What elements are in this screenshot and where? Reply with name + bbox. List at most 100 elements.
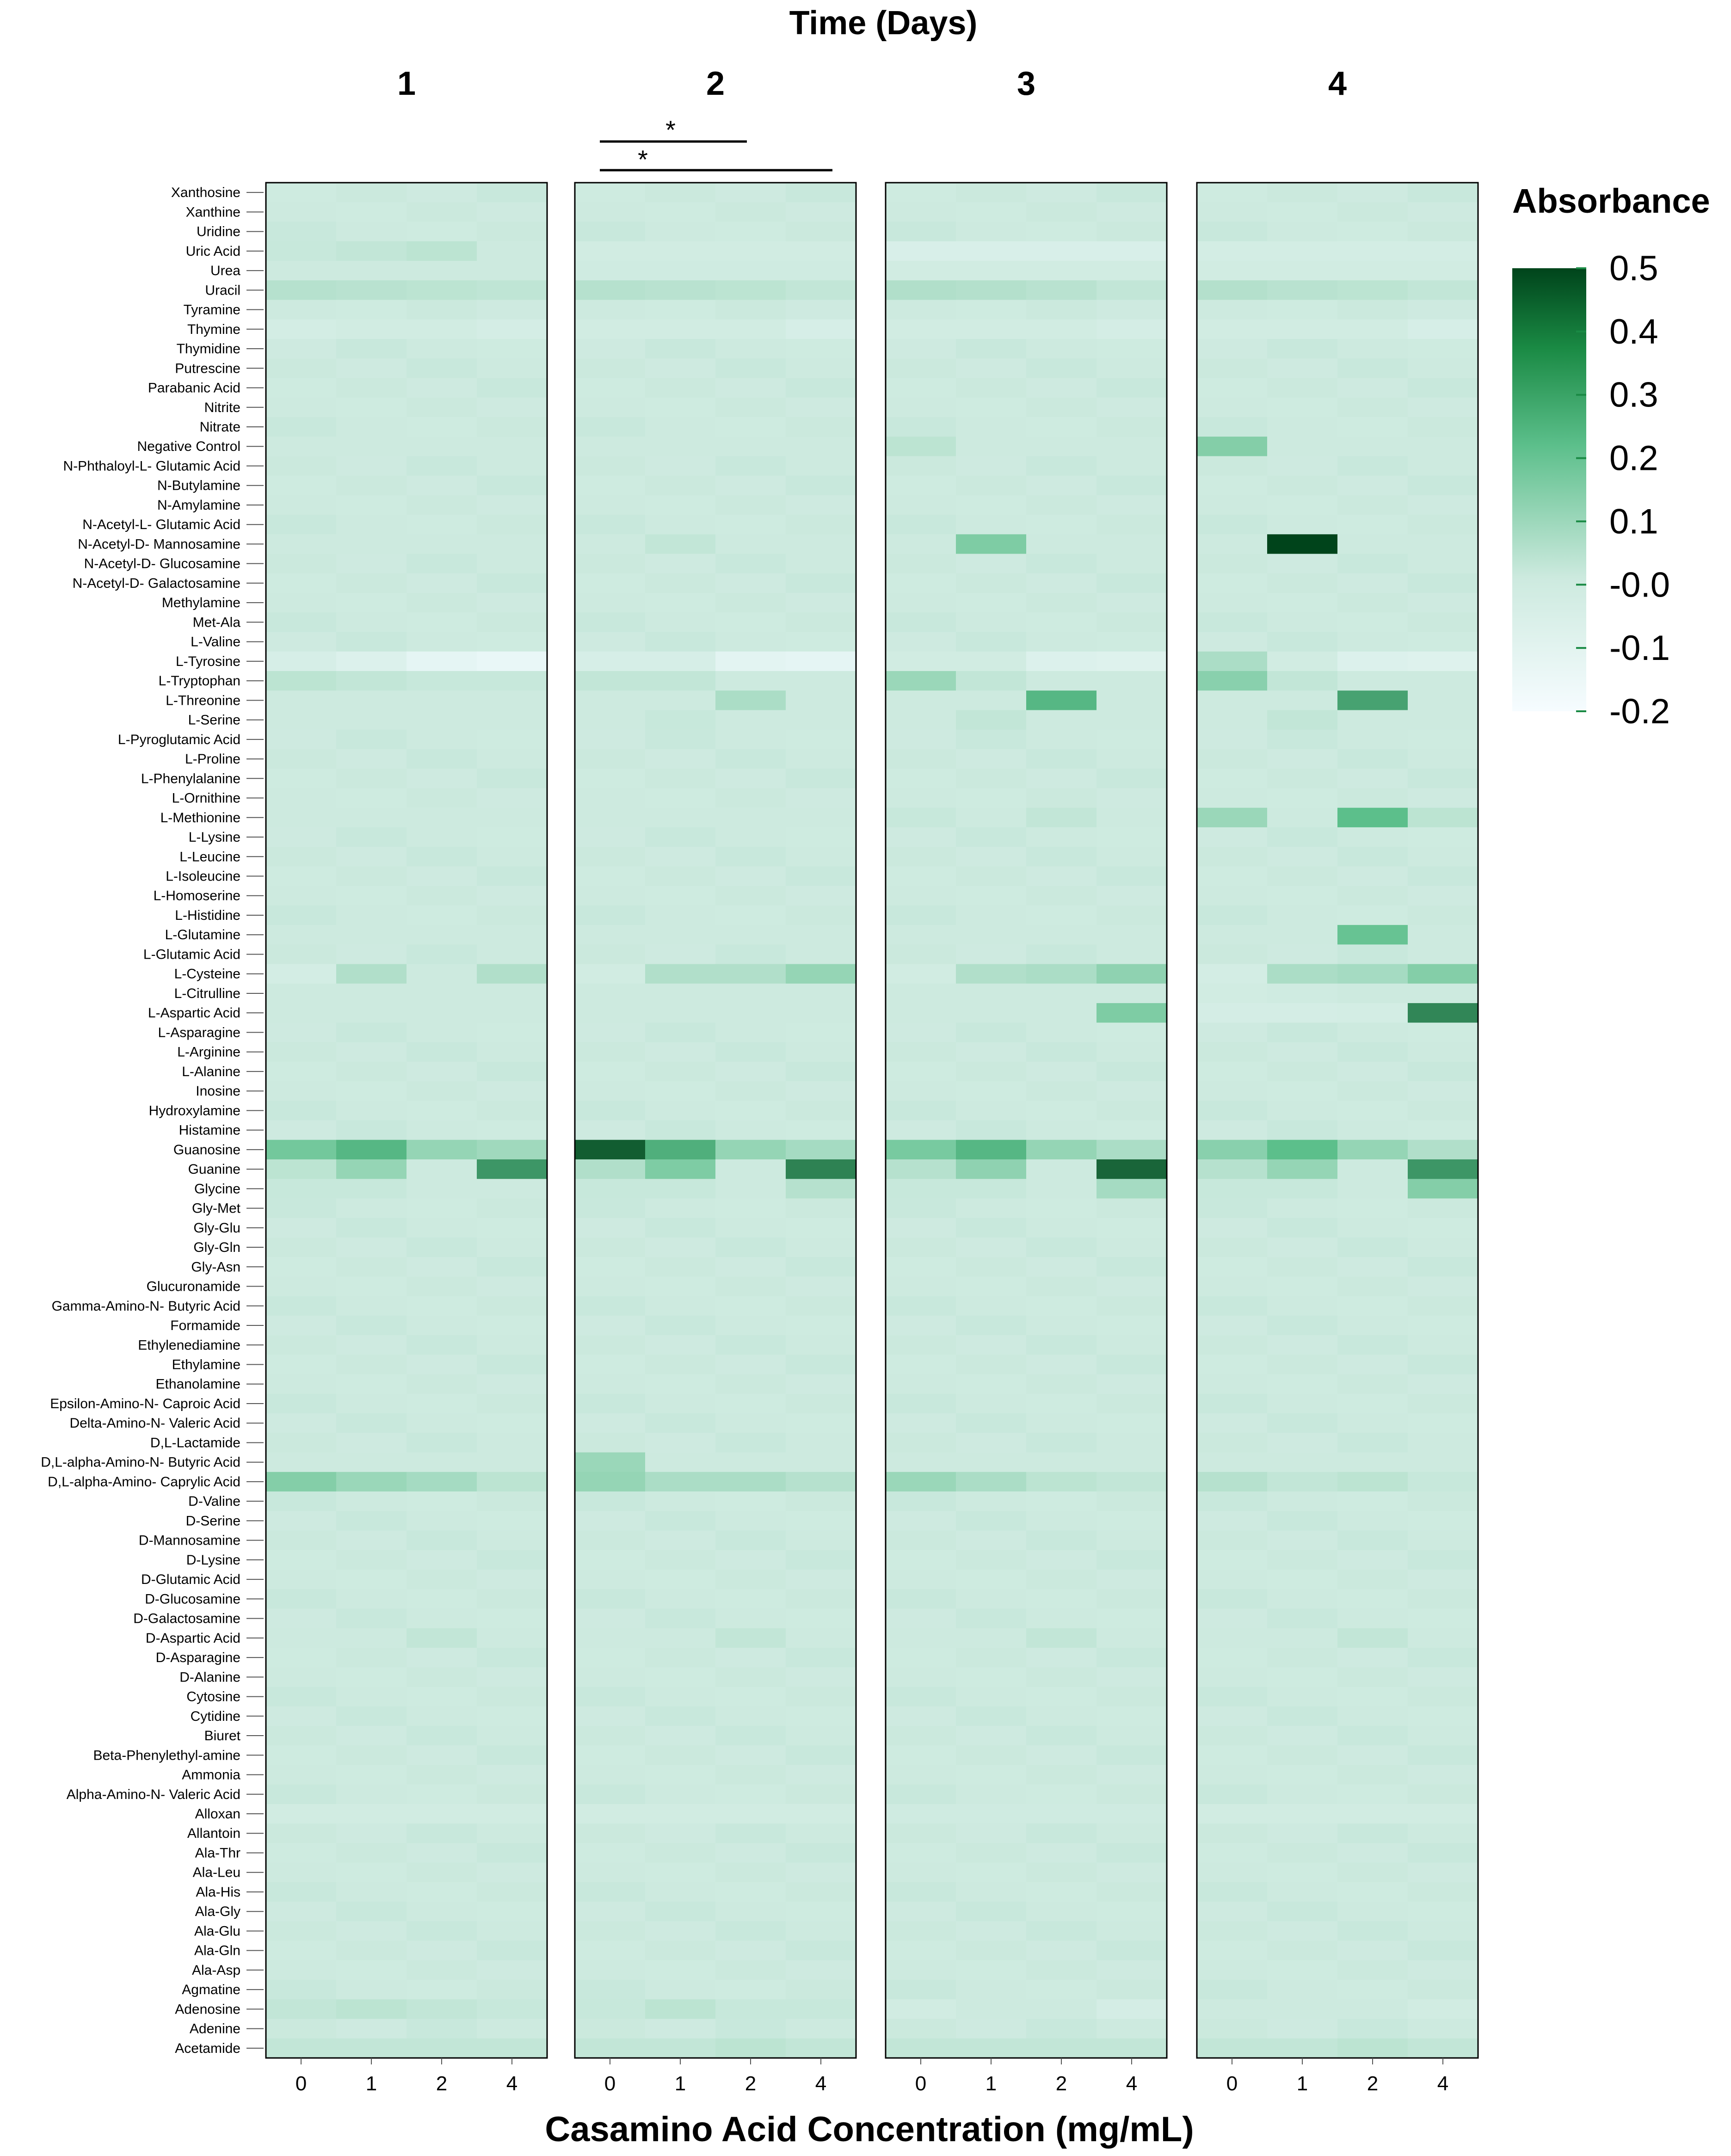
heatmap-cell [1197, 437, 1268, 456]
heatmap-cell [1197, 1862, 1268, 1883]
legend-ticks: 0.50.40.30.20.1-0.0-0.1-0.2 [1576, 249, 1670, 731]
heatmap-cell [886, 651, 956, 671]
heatmap-cell [575, 1491, 646, 1511]
heatmap-cell [1197, 1237, 1268, 1257]
heatmap-cell [407, 749, 477, 769]
heatmap-cell [477, 925, 548, 945]
row-label: D,L-Lactamide [150, 1435, 240, 1450]
heatmap-cell [645, 1374, 716, 1394]
heatmap-cell [1267, 339, 1338, 359]
heatmap-cell [1267, 1843, 1338, 1863]
heatmap-cell [336, 183, 407, 203]
heatmap-cell [266, 1511, 337, 1531]
heatmap-cell [956, 729, 1027, 750]
heatmap-cell [336, 1804, 407, 1824]
heatmap-cell [886, 769, 956, 789]
heatmap-cell [1337, 1882, 1408, 1902]
heatmap-cell [477, 397, 548, 418]
heatmap-cell [645, 319, 716, 339]
legend-tick-label: -0.1 [1609, 628, 1670, 668]
heatmap-cell [886, 1081, 956, 1101]
heatmap-cell [477, 1687, 548, 1707]
heatmap-cell [1197, 749, 1268, 769]
heatmap-cell [1267, 1940, 1338, 1961]
heatmap-cell [407, 1608, 477, 1629]
heatmap-cell [407, 1921, 477, 1941]
heatmap-cell [956, 1980, 1027, 2000]
heatmap-cell [1026, 1140, 1097, 1160]
heatmap-cell [407, 1452, 477, 1472]
heatmap-cell [1267, 1862, 1338, 1883]
row-label: D-Aspartic Acid [146, 1631, 240, 1646]
heatmap-cell [1197, 886, 1268, 906]
heatmap-cell [477, 1570, 548, 1589]
heatmap-cell [407, 1159, 477, 1179]
heatmap-cell [1408, 1745, 1478, 1766]
heatmap-cell [575, 1570, 646, 1589]
heatmap-cell [1026, 1452, 1097, 1472]
heatmap-cell [407, 788, 477, 808]
heatmap-cell [1337, 1960, 1408, 1980]
heatmap-cell [266, 944, 337, 965]
heatmap-cell [1408, 260, 1478, 281]
heatmap-cell [1337, 769, 1408, 789]
heatmap-cell [575, 1023, 646, 1043]
heatmap-cell [336, 319, 407, 339]
heatmap-cell [407, 964, 477, 984]
heatmap-cell [1267, 690, 1338, 711]
heatmap-cell [786, 1393, 856, 1414]
heatmap-cell [1097, 2038, 1167, 2058]
heatmap-cell [786, 1862, 856, 1883]
legend-tick-label: 0.5 [1609, 249, 1658, 288]
heatmap-cell [645, 1647, 716, 1668]
heatmap-cell [1097, 788, 1167, 808]
heatmap-cell [645, 358, 716, 378]
heatmap-cell [1337, 1940, 1408, 1961]
heatmap-cell [715, 612, 786, 633]
heatmap-cell [1097, 300, 1167, 320]
heatmap-cell [266, 300, 337, 320]
heatmap-cell [407, 1472, 477, 1492]
column-label: 4 [1437, 2072, 1448, 2095]
heatmap-cell [1097, 378, 1167, 398]
heatmap-cell [1408, 1433, 1478, 1453]
heatmap-cell [407, 1628, 477, 1648]
heatmap-cell [407, 339, 477, 359]
row-label: Ala-Asp [192, 1963, 240, 1978]
heatmap-cell [645, 671, 716, 691]
heatmap-cell [1026, 1882, 1097, 1902]
heatmap-cell [1267, 983, 1338, 1004]
heatmap-cell [266, 1902, 337, 1922]
panel-title: 2 [706, 65, 725, 102]
heatmap-cell [1026, 515, 1097, 535]
heatmap-cell [786, 1706, 856, 1726]
heatmap-cell [575, 378, 646, 398]
heatmap-cell [886, 1902, 956, 1922]
heatmap-cell [715, 183, 786, 203]
heatmap-cell [1337, 1023, 1408, 1043]
heatmap-cell [1337, 729, 1408, 750]
heatmap-cell [1267, 1452, 1338, 1472]
heatmap-cell [1408, 437, 1478, 456]
heatmap-cell [645, 1472, 716, 1492]
heatmap-cell [886, 397, 956, 418]
heatmap-cell [645, 1902, 716, 1922]
heatmap-cell [266, 925, 337, 945]
column-label: 1 [675, 2072, 686, 2095]
heatmap-cell [575, 1647, 646, 1668]
heatmap-cell [645, 1940, 716, 1961]
heatmap-cell [1267, 1882, 1338, 1902]
heatmap-cell [715, 1257, 786, 1277]
heatmap-cell [575, 534, 646, 554]
heatmap-cell [575, 202, 646, 222]
heatmap-cell [1097, 1237, 1167, 1257]
heatmap-cell [407, 1940, 477, 1961]
panel-1: 10 1 2 4 [265, 65, 548, 2095]
heatmap-cell [477, 866, 548, 887]
heatmap-cell [956, 1159, 1027, 1179]
heatmap-cell [1026, 1784, 1097, 1805]
heatmap-cell [1026, 1647, 1097, 1668]
heatmap-cell [575, 456, 646, 476]
row-label: Gly-Met [192, 1201, 241, 1216]
